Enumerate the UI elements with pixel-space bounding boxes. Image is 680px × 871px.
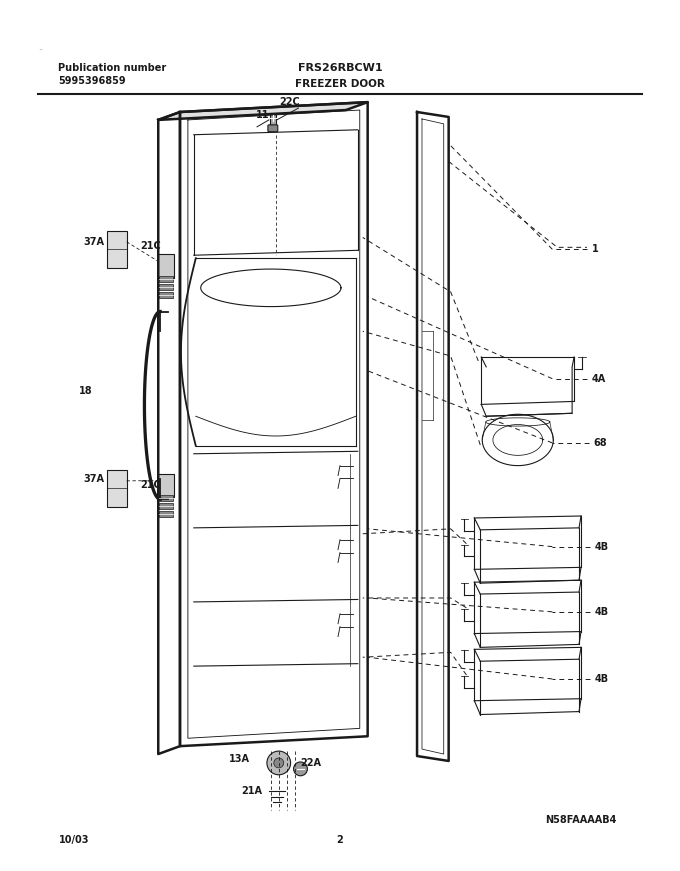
Text: 11: 11 [256,110,269,120]
Polygon shape [158,102,368,120]
Text: 37A: 37A [83,238,104,247]
Bar [159,496,173,501]
Text: 22A: 22A [301,758,322,768]
Bar [159,276,173,282]
Bar [159,503,173,509]
Circle shape [274,758,284,768]
Bar [159,292,173,298]
Text: ..: .. [38,43,43,52]
Text: 37A: 37A [83,475,104,484]
Bar [158,254,174,278]
Bar [159,511,173,517]
Bar [107,469,126,507]
Text: 10/03: 10/03 [58,835,89,845]
Bar [158,474,174,497]
Text: N58FAAAAB4: N58FAAAAB4 [545,815,617,826]
Text: 4B: 4B [595,674,609,684]
Circle shape [267,751,290,775]
Text: 21C: 21C [141,241,161,252]
Text: 18: 18 [80,386,93,395]
Text: 4B: 4B [595,542,609,551]
Text: 4A: 4A [592,374,606,384]
Bar [107,231,126,268]
Text: 21C: 21C [141,481,161,490]
Text: 22C: 22C [279,97,299,107]
Bar [270,114,276,125]
Text: Publication number: Publication number [58,63,167,72]
Text: 1: 1 [592,244,598,254]
Text: FRS26RBCW1: FRS26RBCW1 [298,63,382,72]
Text: 2: 2 [337,835,343,845]
Text: FREEZER DOOR: FREEZER DOOR [295,79,385,90]
Circle shape [294,762,307,776]
Bar [159,284,173,290]
Text: 5995396859: 5995396859 [58,77,126,86]
Text: 4B: 4B [595,607,609,617]
Text: 13A: 13A [229,754,250,764]
FancyBboxPatch shape [268,125,277,132]
Text: 68: 68 [594,438,607,448]
Text: 21A: 21A [241,786,262,795]
